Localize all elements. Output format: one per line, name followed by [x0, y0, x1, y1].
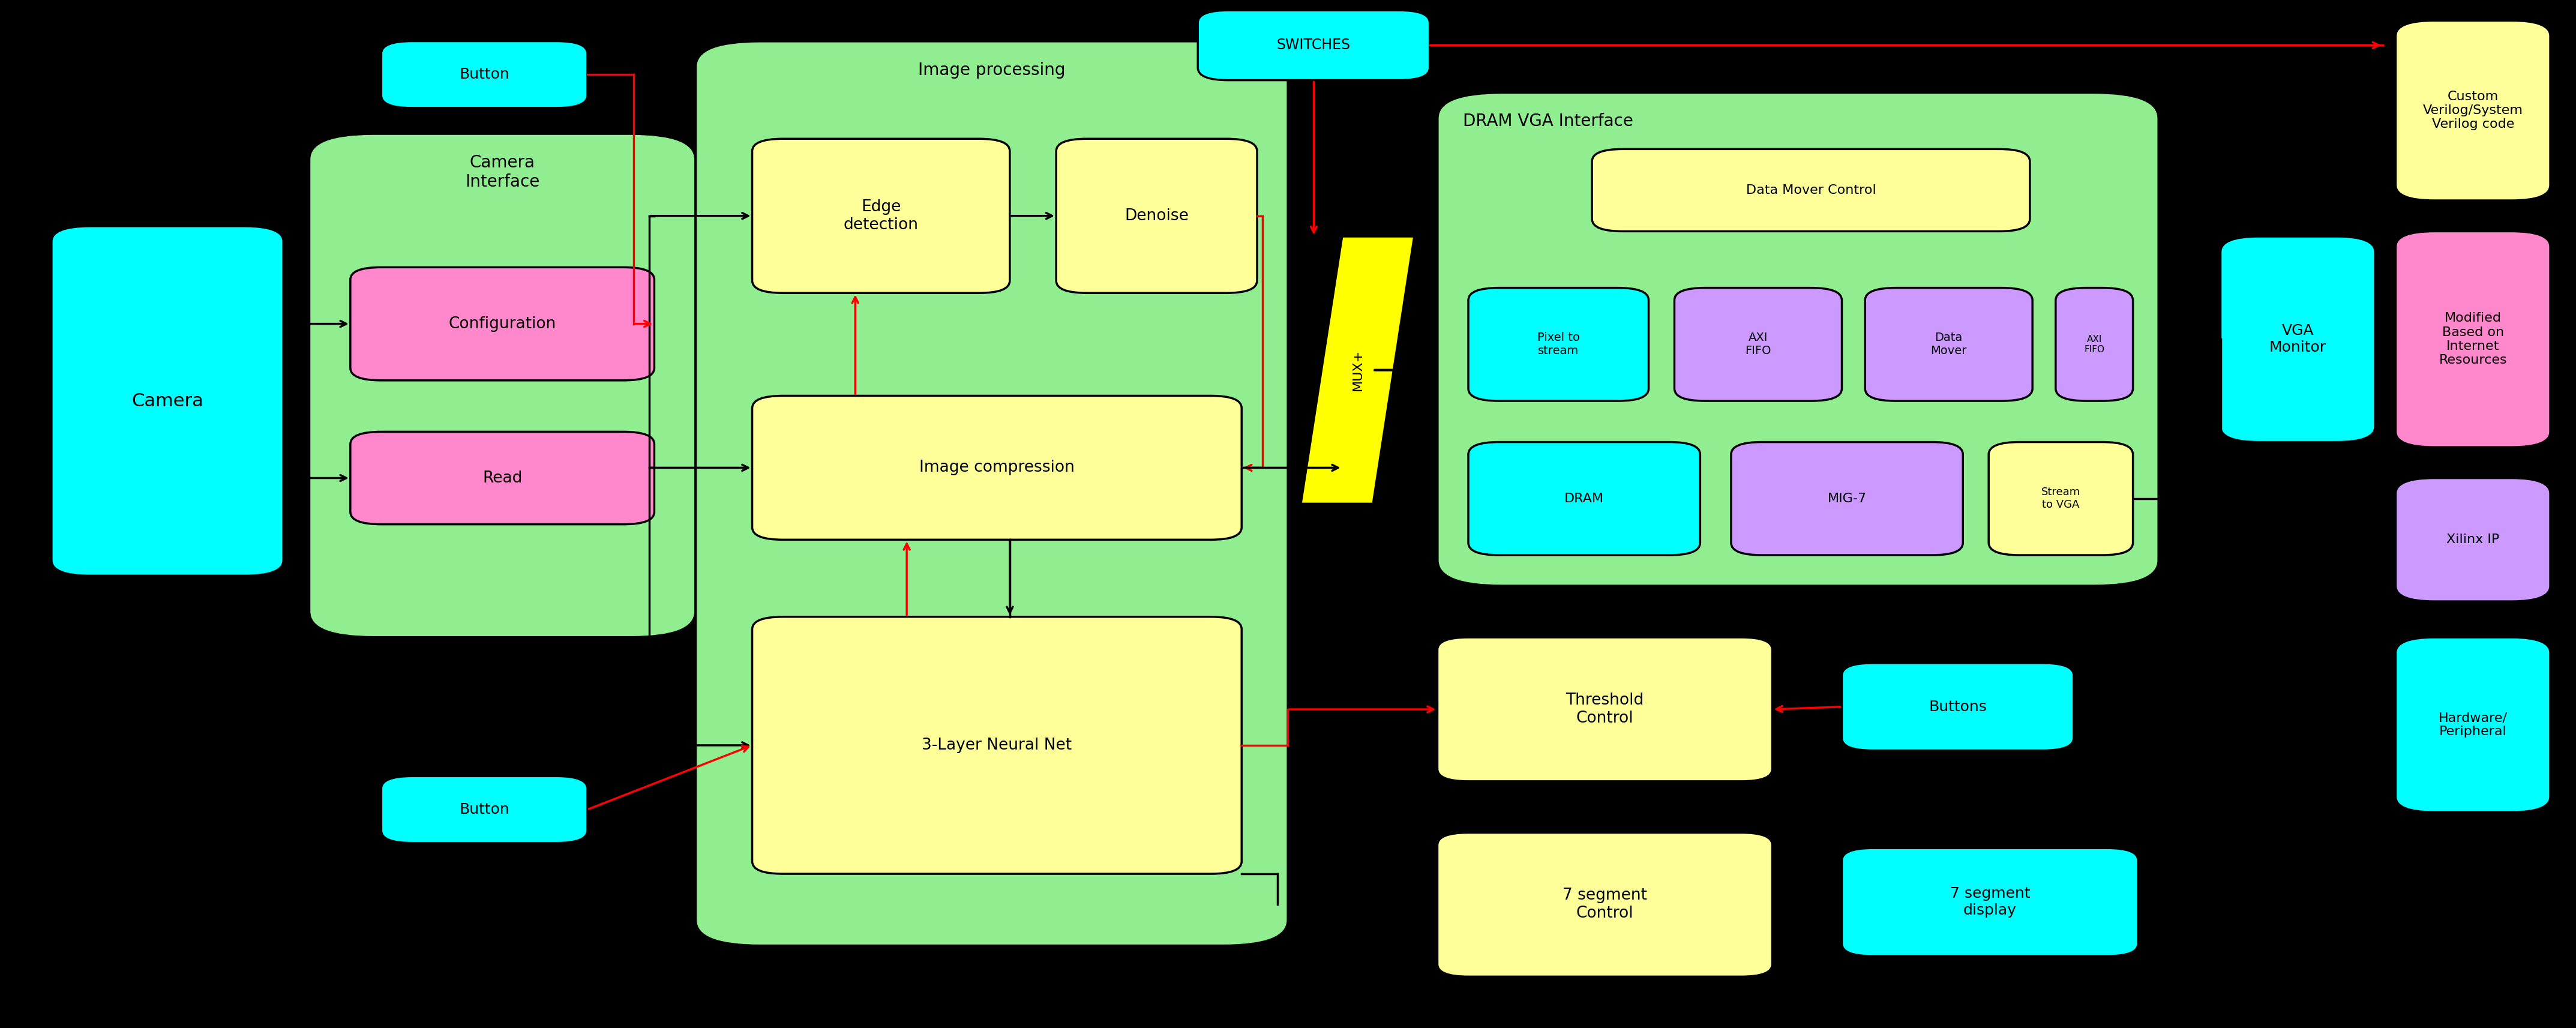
Text: Button: Button: [459, 802, 510, 817]
FancyBboxPatch shape: [1592, 149, 2030, 231]
FancyBboxPatch shape: [309, 134, 696, 637]
Text: Denoise: Denoise: [1126, 208, 1188, 224]
FancyBboxPatch shape: [1468, 288, 1649, 401]
Text: Threshold
Control: Threshold Control: [1566, 693, 1643, 726]
FancyBboxPatch shape: [1437, 637, 1772, 781]
Text: 3-Layer Neural Net: 3-Layer Neural Net: [922, 737, 1072, 754]
Text: Pixel to
stream: Pixel to stream: [1538, 332, 1579, 357]
Text: Edge
detection: Edge detection: [842, 199, 920, 232]
FancyBboxPatch shape: [350, 267, 654, 380]
Text: Button: Button: [459, 67, 510, 82]
FancyBboxPatch shape: [350, 432, 654, 524]
Text: Xilinx IP: Xilinx IP: [2447, 534, 2499, 546]
FancyBboxPatch shape: [381, 776, 587, 843]
FancyBboxPatch shape: [1842, 848, 2138, 956]
Text: 7 segment
display: 7 segment display: [1950, 886, 2030, 918]
FancyBboxPatch shape: [752, 139, 1010, 293]
Text: DRAM VGA Interface: DRAM VGA Interface: [1463, 113, 1633, 130]
FancyBboxPatch shape: [2396, 478, 2550, 601]
Text: Data Mover Control: Data Mover Control: [1747, 184, 1875, 196]
Text: AXI
FIFO: AXI FIFO: [2084, 335, 2105, 354]
FancyBboxPatch shape: [2221, 236, 2375, 442]
FancyBboxPatch shape: [752, 396, 1242, 540]
Text: Read: Read: [482, 470, 523, 486]
Text: Custom
Verilog/System
Verilog code: Custom Verilog/System Verilog code: [2424, 90, 2522, 131]
FancyBboxPatch shape: [2396, 21, 2550, 200]
FancyBboxPatch shape: [1674, 288, 1842, 401]
Text: Image processing: Image processing: [917, 62, 1066, 78]
Text: DRAM: DRAM: [1564, 492, 1605, 505]
FancyBboxPatch shape: [1056, 139, 1257, 293]
FancyBboxPatch shape: [696, 41, 1288, 946]
Text: Camera: Camera: [131, 393, 204, 409]
Text: AXI
FIFO: AXI FIFO: [1744, 332, 1772, 357]
Text: 7 segment
Control: 7 segment Control: [1564, 888, 1646, 921]
FancyBboxPatch shape: [1989, 442, 2133, 555]
Text: Configuration: Configuration: [448, 316, 556, 332]
Text: Image compression: Image compression: [920, 460, 1074, 476]
Text: MIG-7: MIG-7: [1826, 492, 1868, 505]
Text: Modified
Based on
Internet
Resources: Modified Based on Internet Resources: [2439, 313, 2506, 366]
FancyBboxPatch shape: [2396, 637, 2550, 812]
Polygon shape: [1301, 236, 1414, 504]
FancyBboxPatch shape: [2056, 288, 2133, 401]
FancyBboxPatch shape: [1468, 442, 1700, 555]
Text: Stream
to VGA: Stream to VGA: [2040, 487, 2081, 510]
FancyBboxPatch shape: [1731, 442, 1963, 555]
Text: Data
Mover: Data Mover: [1929, 332, 1968, 357]
FancyBboxPatch shape: [1865, 288, 2032, 401]
Text: SWITCHES: SWITCHES: [1278, 38, 1350, 52]
FancyBboxPatch shape: [1437, 93, 2159, 586]
Text: Camera
Interface: Camera Interface: [466, 154, 538, 190]
Text: VGA
Monitor: VGA Monitor: [2269, 324, 2326, 355]
FancyBboxPatch shape: [752, 617, 1242, 874]
FancyBboxPatch shape: [1198, 10, 1430, 80]
Text: Buttons: Buttons: [1929, 699, 1986, 714]
FancyBboxPatch shape: [381, 41, 587, 108]
FancyBboxPatch shape: [52, 226, 283, 576]
FancyBboxPatch shape: [2396, 231, 2550, 447]
Text: MUX+: MUX+: [1352, 350, 1363, 391]
FancyBboxPatch shape: [1842, 663, 2074, 750]
Text: Hardware/
Peripheral: Hardware/ Peripheral: [2439, 711, 2506, 738]
FancyBboxPatch shape: [1437, 833, 1772, 977]
